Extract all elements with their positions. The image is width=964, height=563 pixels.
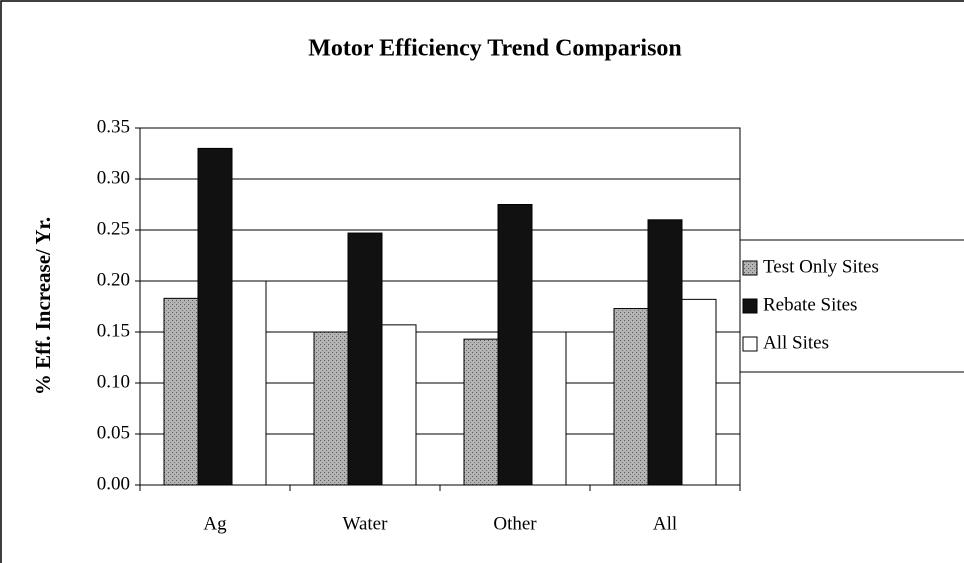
x-tick-label: Water [343, 513, 389, 534]
y-tick-label: 0.25 [97, 218, 130, 239]
bar [531, 331, 567, 486]
legend-swatch [742, 298, 758, 314]
legend [732, 239, 964, 373]
chart-title: Motor Efficiency Trend Comparison [308, 36, 682, 62]
y-tick-label: 0.35 [97, 116, 130, 137]
y-tick-label: 0.05 [97, 422, 130, 443]
y-tick-label: 0.00 [97, 473, 130, 494]
bar [613, 308, 649, 486]
bar [647, 219, 683, 486]
bar [347, 232, 383, 486]
y-tick-label: 0.15 [97, 320, 130, 341]
bar [681, 298, 717, 486]
y-axis-label: % Eff. Increase/ Yr. [31, 217, 55, 395]
bar [231, 280, 267, 486]
bar [313, 331, 349, 486]
bar [463, 338, 499, 486]
legend-box [732, 239, 964, 373]
x-tick-label: Ag [203, 513, 227, 534]
bar [163, 297, 199, 486]
legend-swatch [742, 260, 758, 276]
y-tick-label: 0.30 [97, 167, 130, 188]
x-tick-label: All [653, 513, 677, 534]
legend-label: All Sites [763, 332, 829, 353]
y-tick-label: 0.20 [97, 269, 130, 290]
y-tick-label: 0.10 [97, 371, 130, 392]
bar [381, 324, 417, 486]
x-tick-label: Other [493, 513, 537, 534]
bar [197, 147, 233, 486]
legend-label: Test Only Sites [763, 256, 879, 277]
legend-label: Rebate Sites [763, 294, 857, 315]
bar [497, 204, 533, 486]
legend-swatch [742, 336, 758, 352]
